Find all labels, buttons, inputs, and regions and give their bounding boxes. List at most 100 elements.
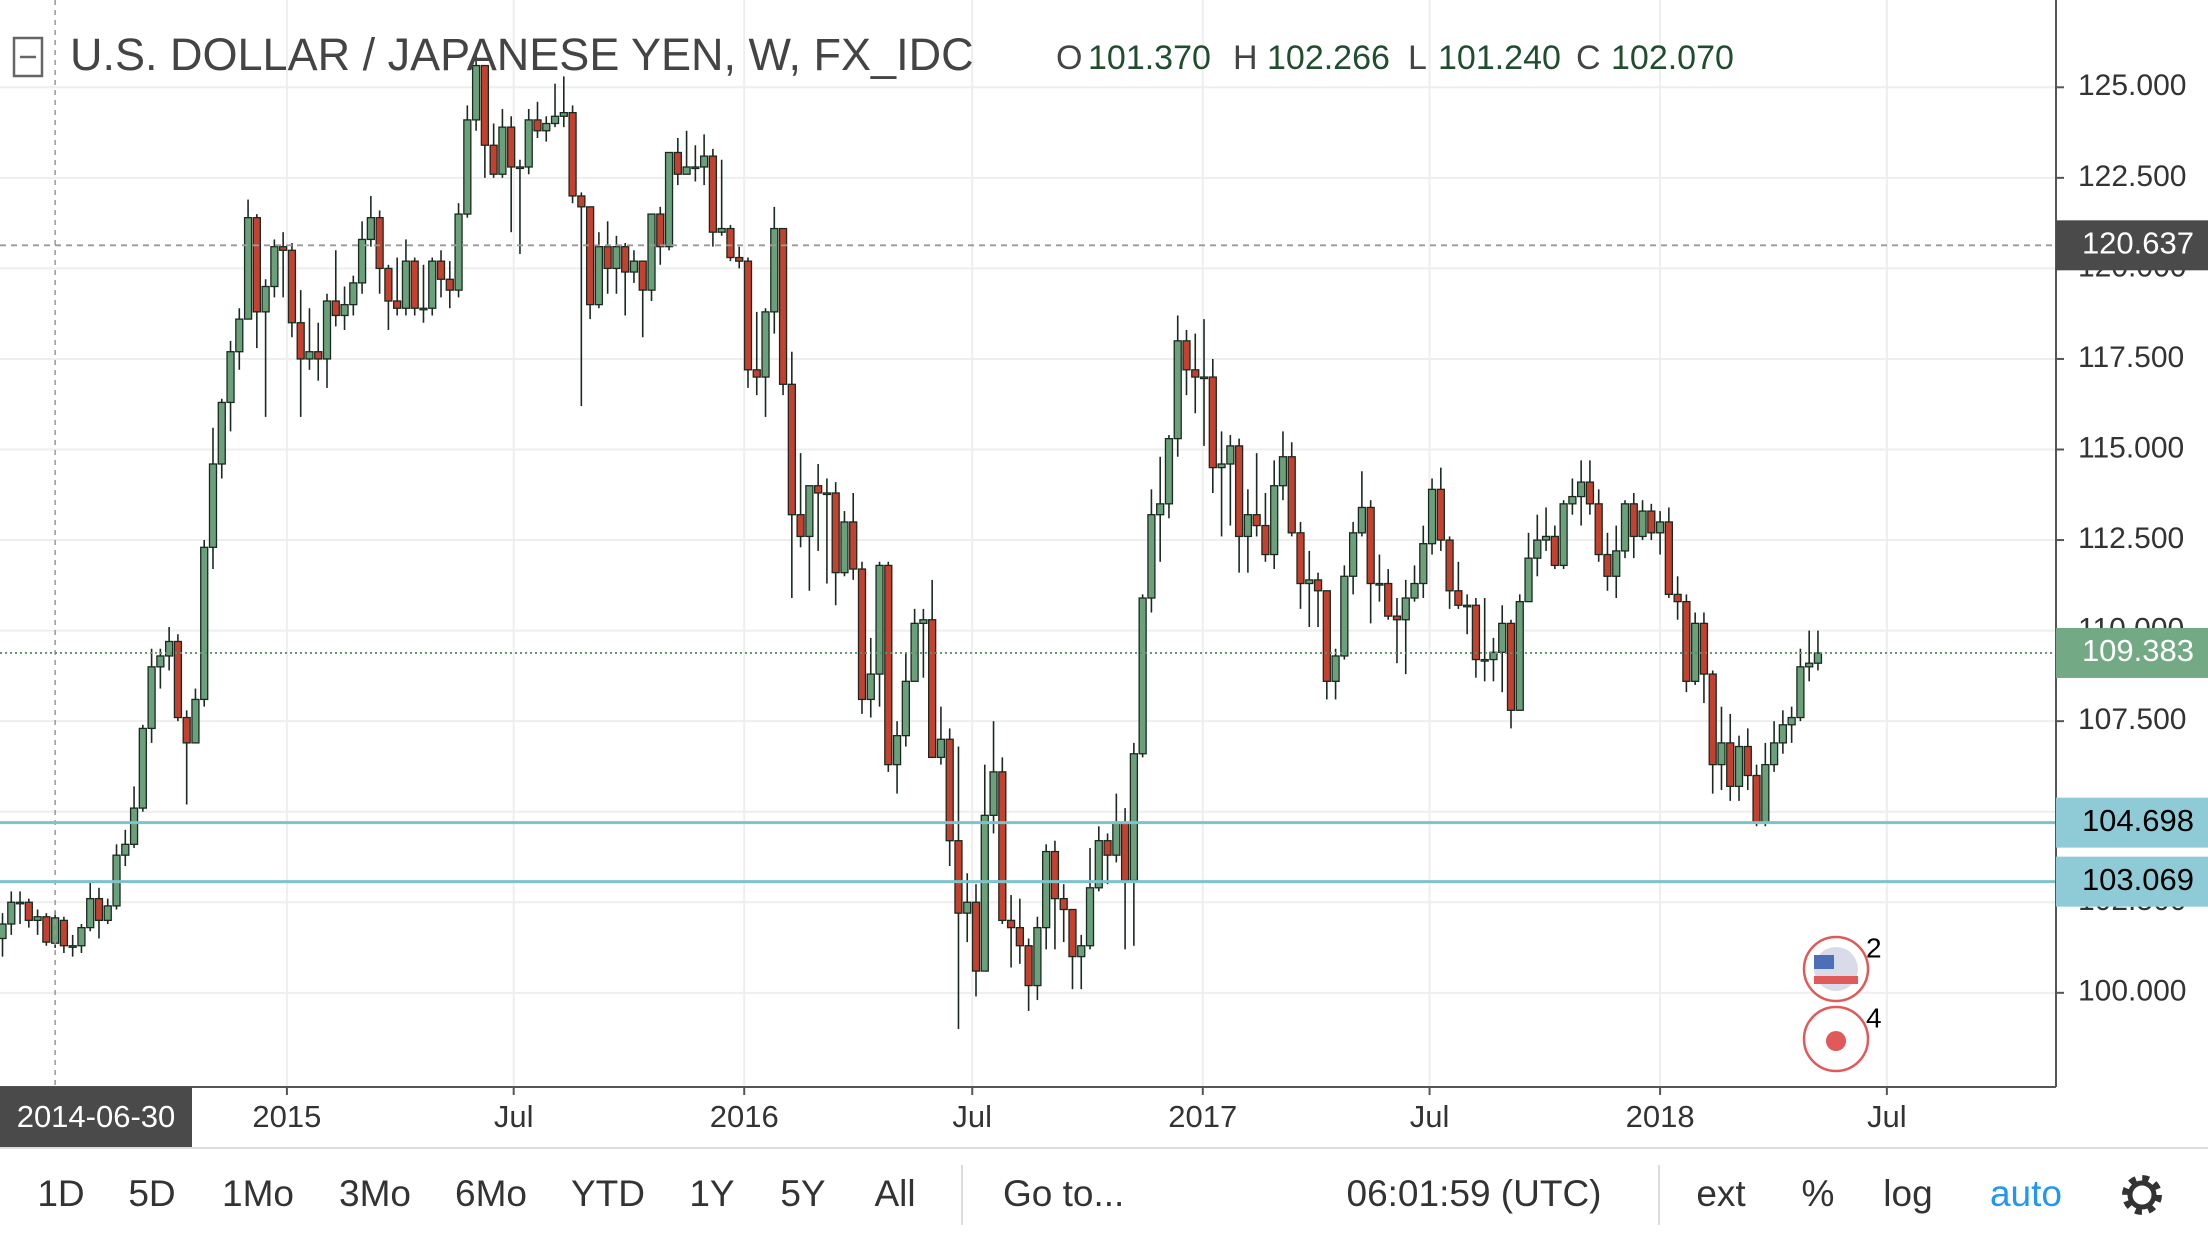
candle-body (884, 564, 893, 766)
candle-body (647, 213, 656, 291)
candle-body (1471, 604, 1481, 661)
candle-body (1156, 503, 1165, 516)
range-button[interactable]: 6Mo (455, 1173, 527, 1214)
range-button[interactable]: 5D (128, 1173, 175, 1214)
candle-body (638, 260, 647, 291)
candle-body (1191, 369, 1200, 378)
candle-body (1015, 926, 1025, 947)
candle-body (1340, 575, 1349, 657)
candle-body (7, 901, 16, 925)
candle-body (691, 166, 700, 170)
candle-body (542, 122, 551, 132)
range-button[interactable]: 1Mo (222, 1173, 294, 1214)
option-button[interactable]: log (1883, 1173, 1932, 1214)
range-button[interactable]: YTD (571, 1173, 645, 1214)
candle-body (1331, 655, 1340, 682)
candle-body (1533, 539, 1542, 559)
candle-body (235, 318, 244, 353)
candle-body (270, 246, 279, 288)
grid (0, 0, 2056, 1087)
candle-body (86, 897, 95, 929)
event-badges: 2 4 (1802, 932, 1882, 1073)
axis-bg (2056, 0, 2208, 1148)
settings-button[interactable] (2122, 1175, 2162, 1215)
candle-body (445, 278, 454, 291)
candle-body (1585, 481, 1595, 505)
candle-body (664, 151, 674, 248)
candle-body (1603, 553, 1612, 577)
candle-body (322, 300, 332, 360)
candle-body (305, 351, 314, 360)
candle-body (621, 246, 630, 273)
candle-body (796, 514, 805, 538)
x-tick-label: 2018 (1626, 1099, 1695, 1134)
candle-body (471, 64, 481, 121)
candle-body (726, 227, 735, 259)
candle-body (1147, 514, 1156, 599)
candle-body (489, 144, 498, 175)
legend-value: 101.240 (1438, 39, 1561, 77)
option-button[interactable]: auto (1990, 1173, 2062, 1214)
candle-body (919, 619, 928, 625)
range-button[interactable]: 1Y (689, 1173, 734, 1214)
legend-value: 102.070 (1611, 39, 1734, 77)
candle-body (1287, 456, 1296, 534)
candle-body (1261, 524, 1270, 556)
y-tick-label: 107.500 (2078, 703, 2186, 736)
range-button[interactable]: All (874, 1173, 915, 1214)
candle-body (156, 655, 165, 668)
candle-body (603, 246, 612, 270)
candle-body (892, 735, 902, 766)
option-button[interactable]: ext (1696, 1173, 1746, 1214)
y-tick-label: 100.000 (2078, 975, 2186, 1008)
range-button[interactable]: 3Mo (339, 1173, 411, 1214)
candle-body (164, 640, 174, 657)
goto-button[interactable]: Go to... (1003, 1173, 1124, 1214)
y-tick-label: 122.500 (2078, 160, 2186, 193)
candle-body (1112, 821, 1121, 856)
candle-body (1252, 514, 1261, 527)
y-tick-label: 125.000 (2078, 69, 2186, 102)
candle-body (375, 217, 384, 270)
event-dot (1826, 1031, 1846, 1051)
gear-ring (2127, 1180, 2157, 1210)
candle-body (129, 807, 139, 845)
x-tick-label: 2017 (1168, 1099, 1237, 1134)
candle-body (515, 166, 525, 170)
candle-body (182, 716, 191, 744)
candle-body (1059, 897, 1068, 911)
candle-body (1427, 488, 1437, 545)
candle-body (1348, 532, 1358, 577)
candle-body (1577, 481, 1586, 498)
candle-body (1199, 376, 1209, 380)
candle-body (963, 901, 972, 914)
candle-body (243, 217, 253, 320)
y-tick-label: 115.000 (2078, 431, 2184, 464)
candle-body (366, 217, 376, 241)
candle-body (1787, 716, 1796, 726)
candle-body (94, 897, 104, 922)
range-button[interactable]: 5Y (780, 1173, 825, 1214)
candle-body (33, 916, 42, 922)
candle-body (507, 126, 516, 168)
candle-body (936, 738, 946, 759)
candle-body (1305, 579, 1314, 585)
x-tick-label: Jul (494, 1099, 534, 1134)
candle-body (147, 666, 156, 730)
candle-body (1322, 590, 1331, 682)
candle-body (15, 901, 25, 905)
candle-body (656, 213, 665, 248)
candle-body (1594, 503, 1603, 556)
range-buttons: 1D 5D 1Mo 3Mo 6Mo YTD 1Y 5Y All (37, 1173, 915, 1214)
candle-body (384, 267, 393, 302)
candle-body (1480, 658, 1489, 662)
candle-body (1296, 532, 1305, 585)
candle-body (1769, 742, 1779, 766)
option-button[interactable]: % (1802, 1173, 1835, 1214)
range-button[interactable]: 1D (37, 1173, 84, 1214)
candle-body (59, 919, 69, 947)
toolbar-bg (0, 1148, 2208, 1242)
candle-body (1734, 745, 1744, 788)
event-count: 4 (1866, 1002, 1882, 1033)
candle-body (524, 119, 533, 168)
